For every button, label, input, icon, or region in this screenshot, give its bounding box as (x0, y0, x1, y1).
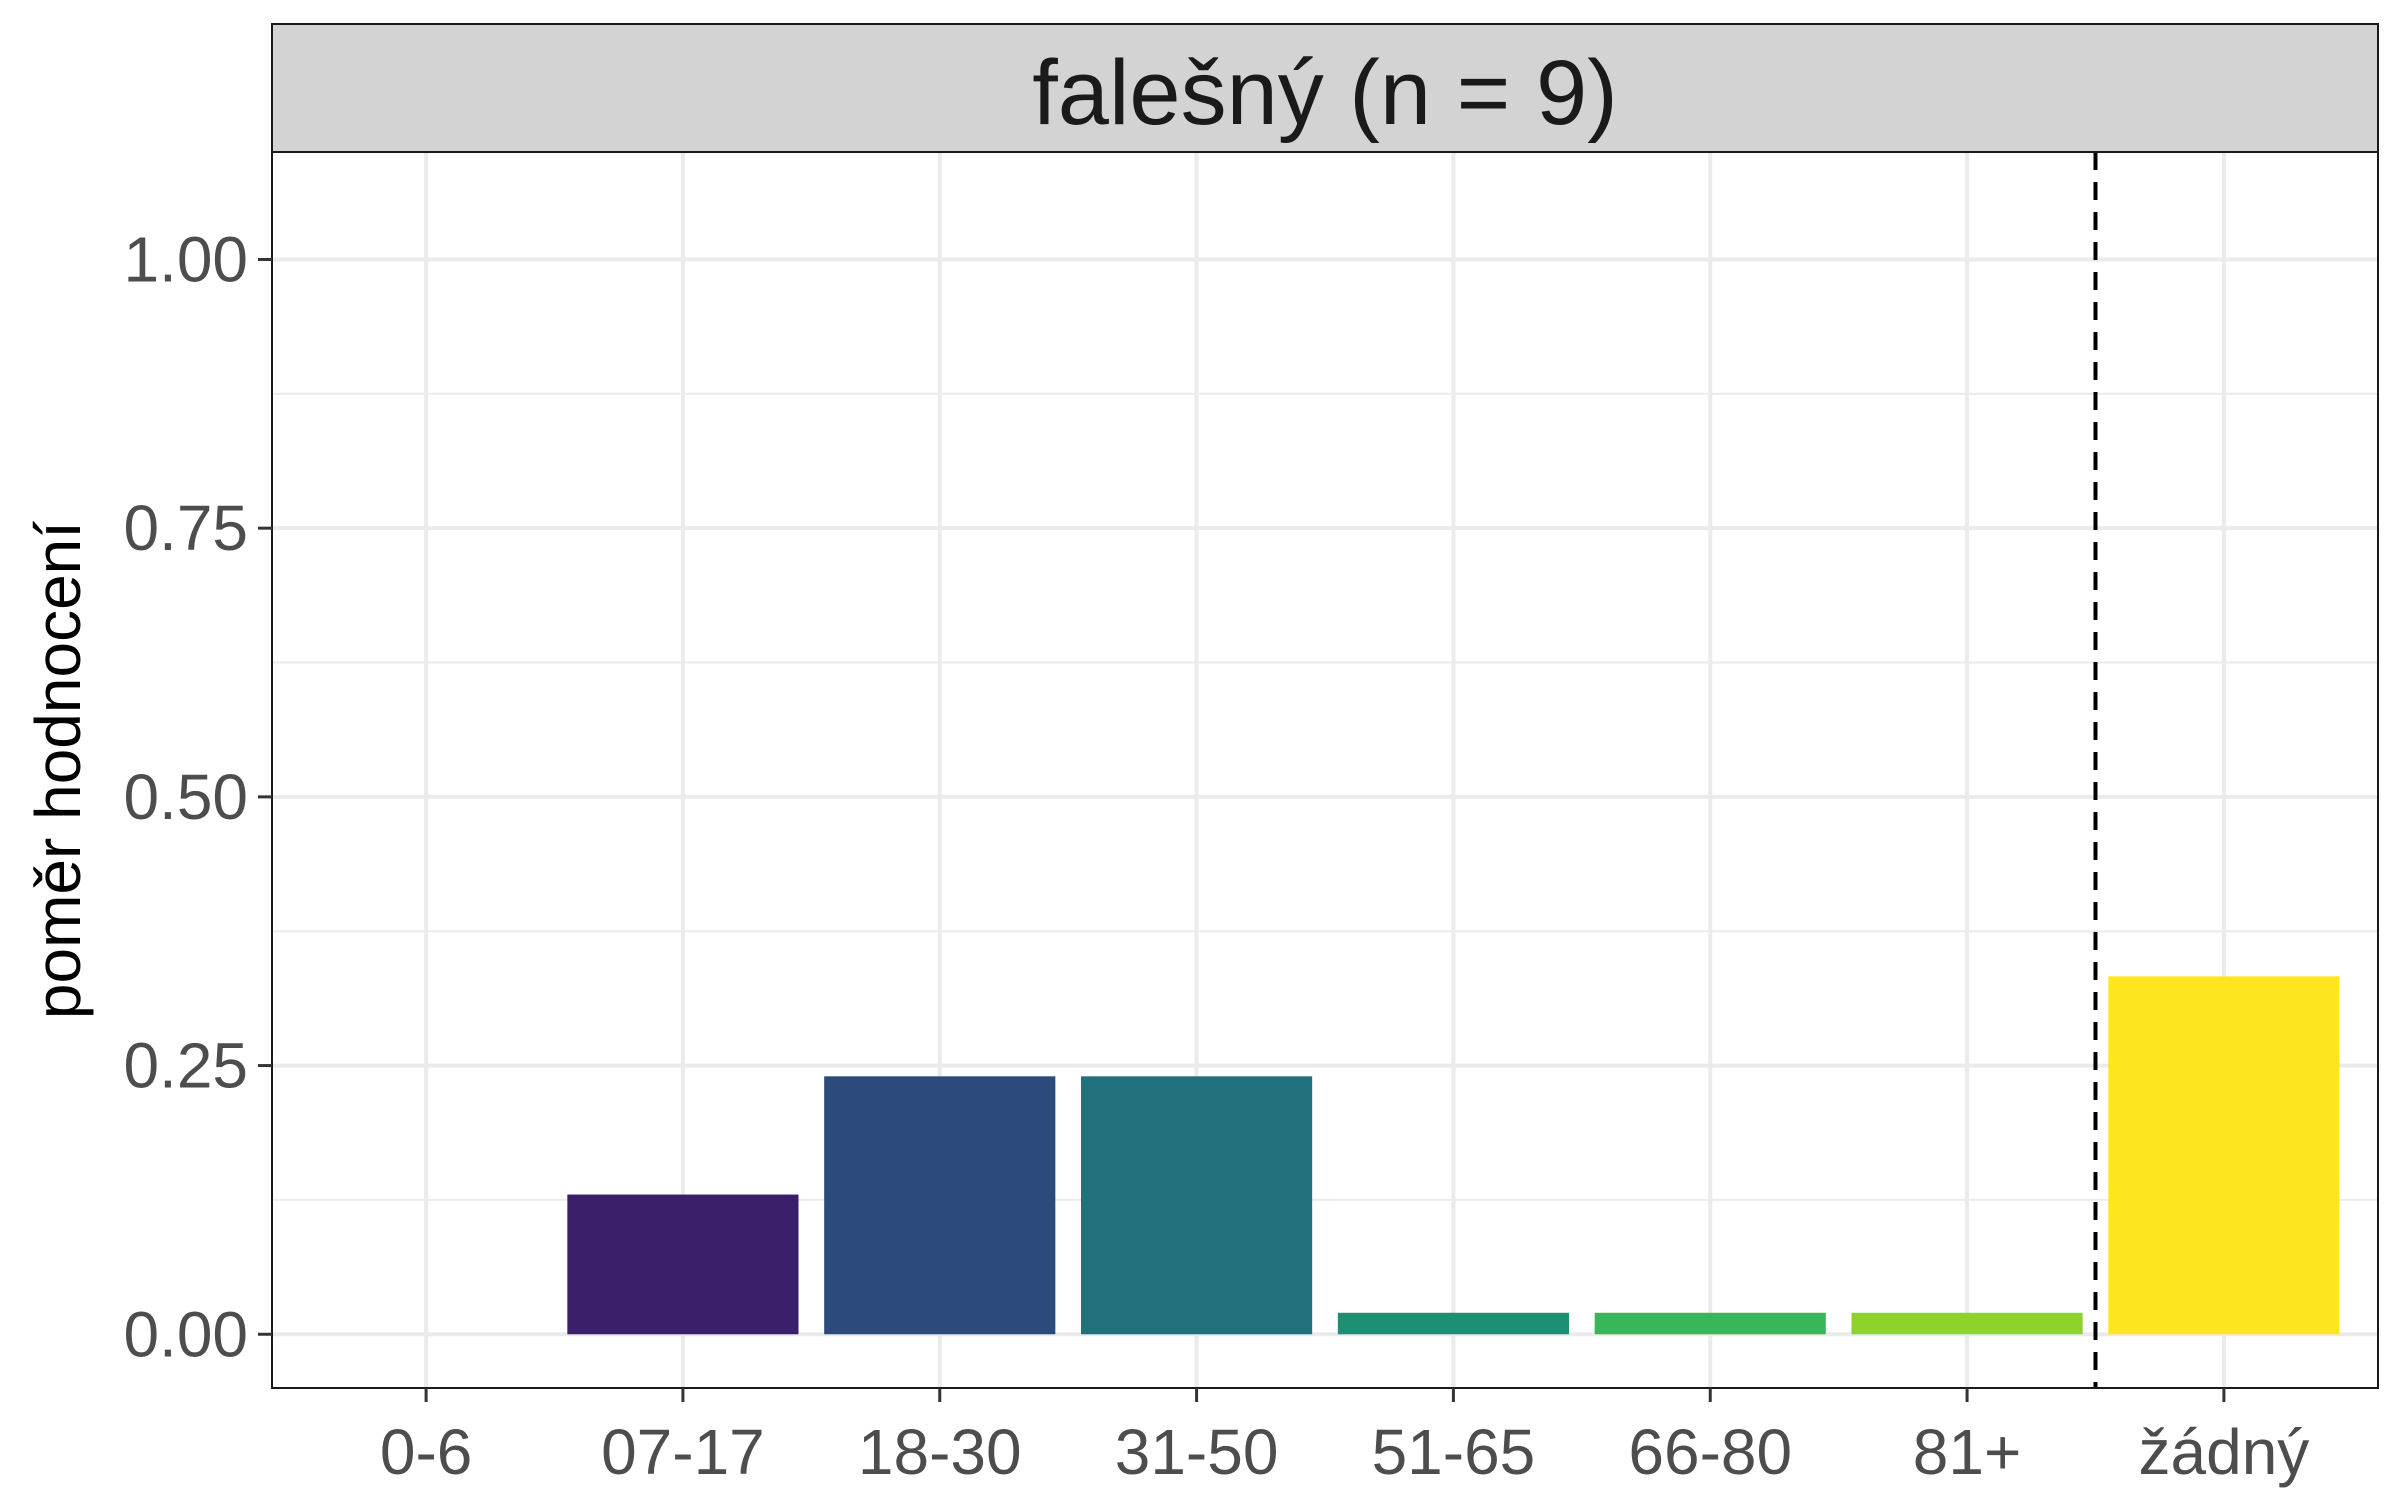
y-tick-label: 0.25 (123, 1030, 248, 1102)
panel-background (272, 152, 2378, 1388)
major-gridlines (272, 152, 2378, 1388)
y-tick-label: 1.00 (123, 223, 248, 295)
facet-strip (271, 23, 2379, 153)
y-axis: 0.00 0.25 0.50 0.75 1.00 (123, 223, 272, 1370)
x-tick-label: 31-50 (1115, 1416, 1279, 1488)
bar-51-65 (1337, 1312, 1569, 1335)
bar-žádný (2108, 976, 2340, 1335)
minor-gridlines (272, 392, 2378, 1201)
x-tick-label: 18-30 (858, 1416, 1022, 1488)
x-tick-label: 51-65 (1372, 1416, 1536, 1488)
y-tick-label: 0.75 (123, 492, 248, 564)
x-tick-label: 66-80 (1628, 1416, 1792, 1488)
bar-66-80 (1594, 1312, 1826, 1335)
chart-title: falešný (n = 9) (1032, 42, 1618, 144)
bar-31-50 (1081, 1076, 1313, 1335)
bars (567, 976, 2340, 1335)
y-tick-label: 0.00 (123, 1298, 248, 1370)
x-tick-label: 81+ (1913, 1416, 2022, 1488)
bar-07-17 (567, 1194, 799, 1335)
x-axis: 0-6 07-17 18-30 31-50 51-65 66-80 81+ žádný (380, 1388, 2309, 1488)
x-tick-label: 07-17 (601, 1416, 765, 1488)
bar-18-30 (824, 1076, 1056, 1335)
y-axis-title: poměr hodnocení (22, 521, 94, 1019)
plot-panel (271, 151, 2379, 1389)
panel-border (271, 151, 2379, 1389)
x-tick-label: žádný (2139, 1416, 2310, 1488)
x-tick-label: 0-6 (380, 1416, 473, 1488)
y-tick-label: 0.50 (123, 761, 248, 833)
bar-81+ (1851, 1312, 2083, 1335)
